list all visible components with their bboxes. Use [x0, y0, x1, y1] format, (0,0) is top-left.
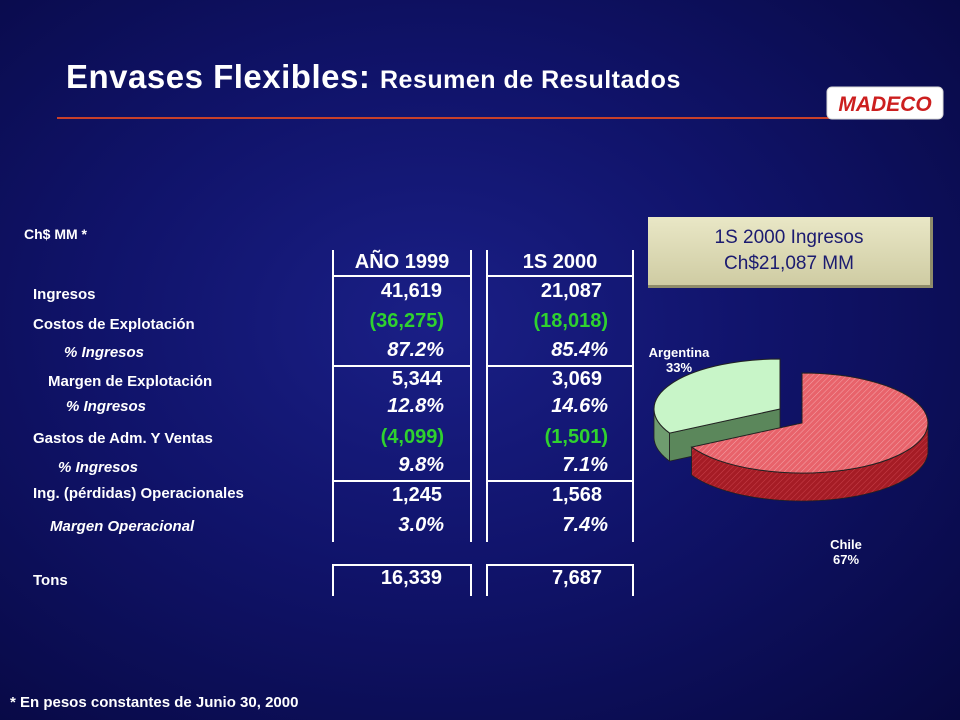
- value-costos-2000: (18,018): [533, 310, 609, 332]
- title-divider: [57, 117, 837, 119]
- pie-label-argentina-name: Argentina: [648, 345, 710, 360]
- value-costos-1999: (36,275): [369, 310, 445, 332]
- value-margen-operacional-1999: 3.0%: [398, 514, 444, 536]
- rule-operacional-2000: [486, 480, 634, 482]
- rule-margen-2000: [486, 365, 634, 367]
- value-margen-explotacion-1999: 5,344: [391, 368, 442, 390]
- value-operacionales-2000: 1,568: [551, 484, 602, 506]
- pie-slice-chile: [690, 372, 929, 474]
- pie-label-chile-pct: 67%: [832, 552, 860, 567]
- pie-chart: [653, 358, 929, 502]
- value-margen-pct-1999: 12.8%: [387, 395, 444, 417]
- title-sub: Resumen de Resultados: [380, 66, 681, 94]
- column-header-2000: 1S 2000: [522, 251, 598, 273]
- rule-margen-1999: [332, 365, 472, 367]
- madeco-logo: MADECO: [826, 86, 944, 120]
- row-label-margen-pct: % Ingresos: [66, 398, 147, 415]
- row-label-margen-operacional: Margen Operacional: [50, 518, 195, 535]
- column-box-2000: [486, 250, 634, 542]
- column-header-1999: AÑO 1999: [354, 251, 450, 273]
- units-label: Ch$ MM *: [24, 226, 87, 242]
- value-tons-2000: 7,687: [551, 567, 602, 589]
- rule-tons-1999: [332, 564, 472, 566]
- value-ingresos-1999: 41,619: [380, 280, 442, 302]
- ingresos-summary-box: 1S 2000 Ingresos Ch$21,087 MM: [648, 217, 933, 288]
- value-operacionales-1999: 1,245: [391, 484, 442, 506]
- row-label-ingresos: Ingresos: [33, 286, 96, 303]
- value-gastos-pct-1999: 9.8%: [398, 454, 444, 476]
- value-margen-pct-2000: 14.6%: [551, 395, 608, 417]
- rule-operacional-1999: [332, 480, 472, 482]
- row-label-costos-pct: % Ingresos: [64, 344, 145, 361]
- value-gastos-2000: (1,501): [544, 426, 608, 448]
- tons-box-2000: [486, 566, 634, 596]
- value-ingresos-2000: 21,087: [540, 280, 602, 302]
- pie-label-chile: Chile 67%: [816, 537, 876, 567]
- value-gastos-pct-2000: 7.1%: [562, 454, 608, 476]
- value-gastos-1999: (4,099): [380, 426, 444, 448]
- ingresos-box-line1: 1S 2000 Ingresos: [714, 227, 864, 248]
- row-label-tons: Tons: [33, 572, 68, 589]
- pie-label-argentina-pct: 33%: [665, 360, 693, 375]
- title-main: Envases Flexibles:: [66, 58, 371, 95]
- ingresos-box-line2: Ch$21,087 MM: [724, 253, 854, 274]
- pie-label-chile-name: Chile: [830, 537, 862, 552]
- tons-box-1999: [332, 566, 472, 596]
- row-label-operacionales: Ing. (pérdidas) Operacionales: [33, 485, 244, 502]
- row-label-costos: Costos de Explotación: [33, 316, 195, 333]
- column-box-1999: [332, 250, 472, 542]
- value-costos-pct-2000: 85.4%: [551, 339, 608, 361]
- row-label-gastos: Gastos de Adm. Y Ventas: [33, 430, 213, 447]
- page-title: Envases Flexibles: Resumen de Resultados: [66, 58, 681, 96]
- footnote: * En pesos constantes de Junio 30, 2000: [10, 694, 299, 711]
- value-margen-explotacion-2000: 3,069: [551, 368, 602, 390]
- rule-tons-2000: [486, 564, 634, 566]
- value-costos-pct-1999: 87.2%: [387, 339, 444, 361]
- row-label-gastos-pct: % Ingresos: [58, 459, 139, 476]
- pie-slice-argentina: [653, 358, 781, 434]
- value-tons-1999: 16,339: [380, 567, 442, 589]
- header-rule-1999: [332, 275, 472, 277]
- row-label-margen-explotacion: Margen de Explotación: [48, 373, 213, 390]
- pie-label-argentina: Argentina 33%: [648, 345, 710, 375]
- logo-text: MADECO: [838, 93, 931, 116]
- header-rule-2000: [486, 275, 634, 277]
- value-margen-operacional-2000: 7.4%: [562, 514, 608, 536]
